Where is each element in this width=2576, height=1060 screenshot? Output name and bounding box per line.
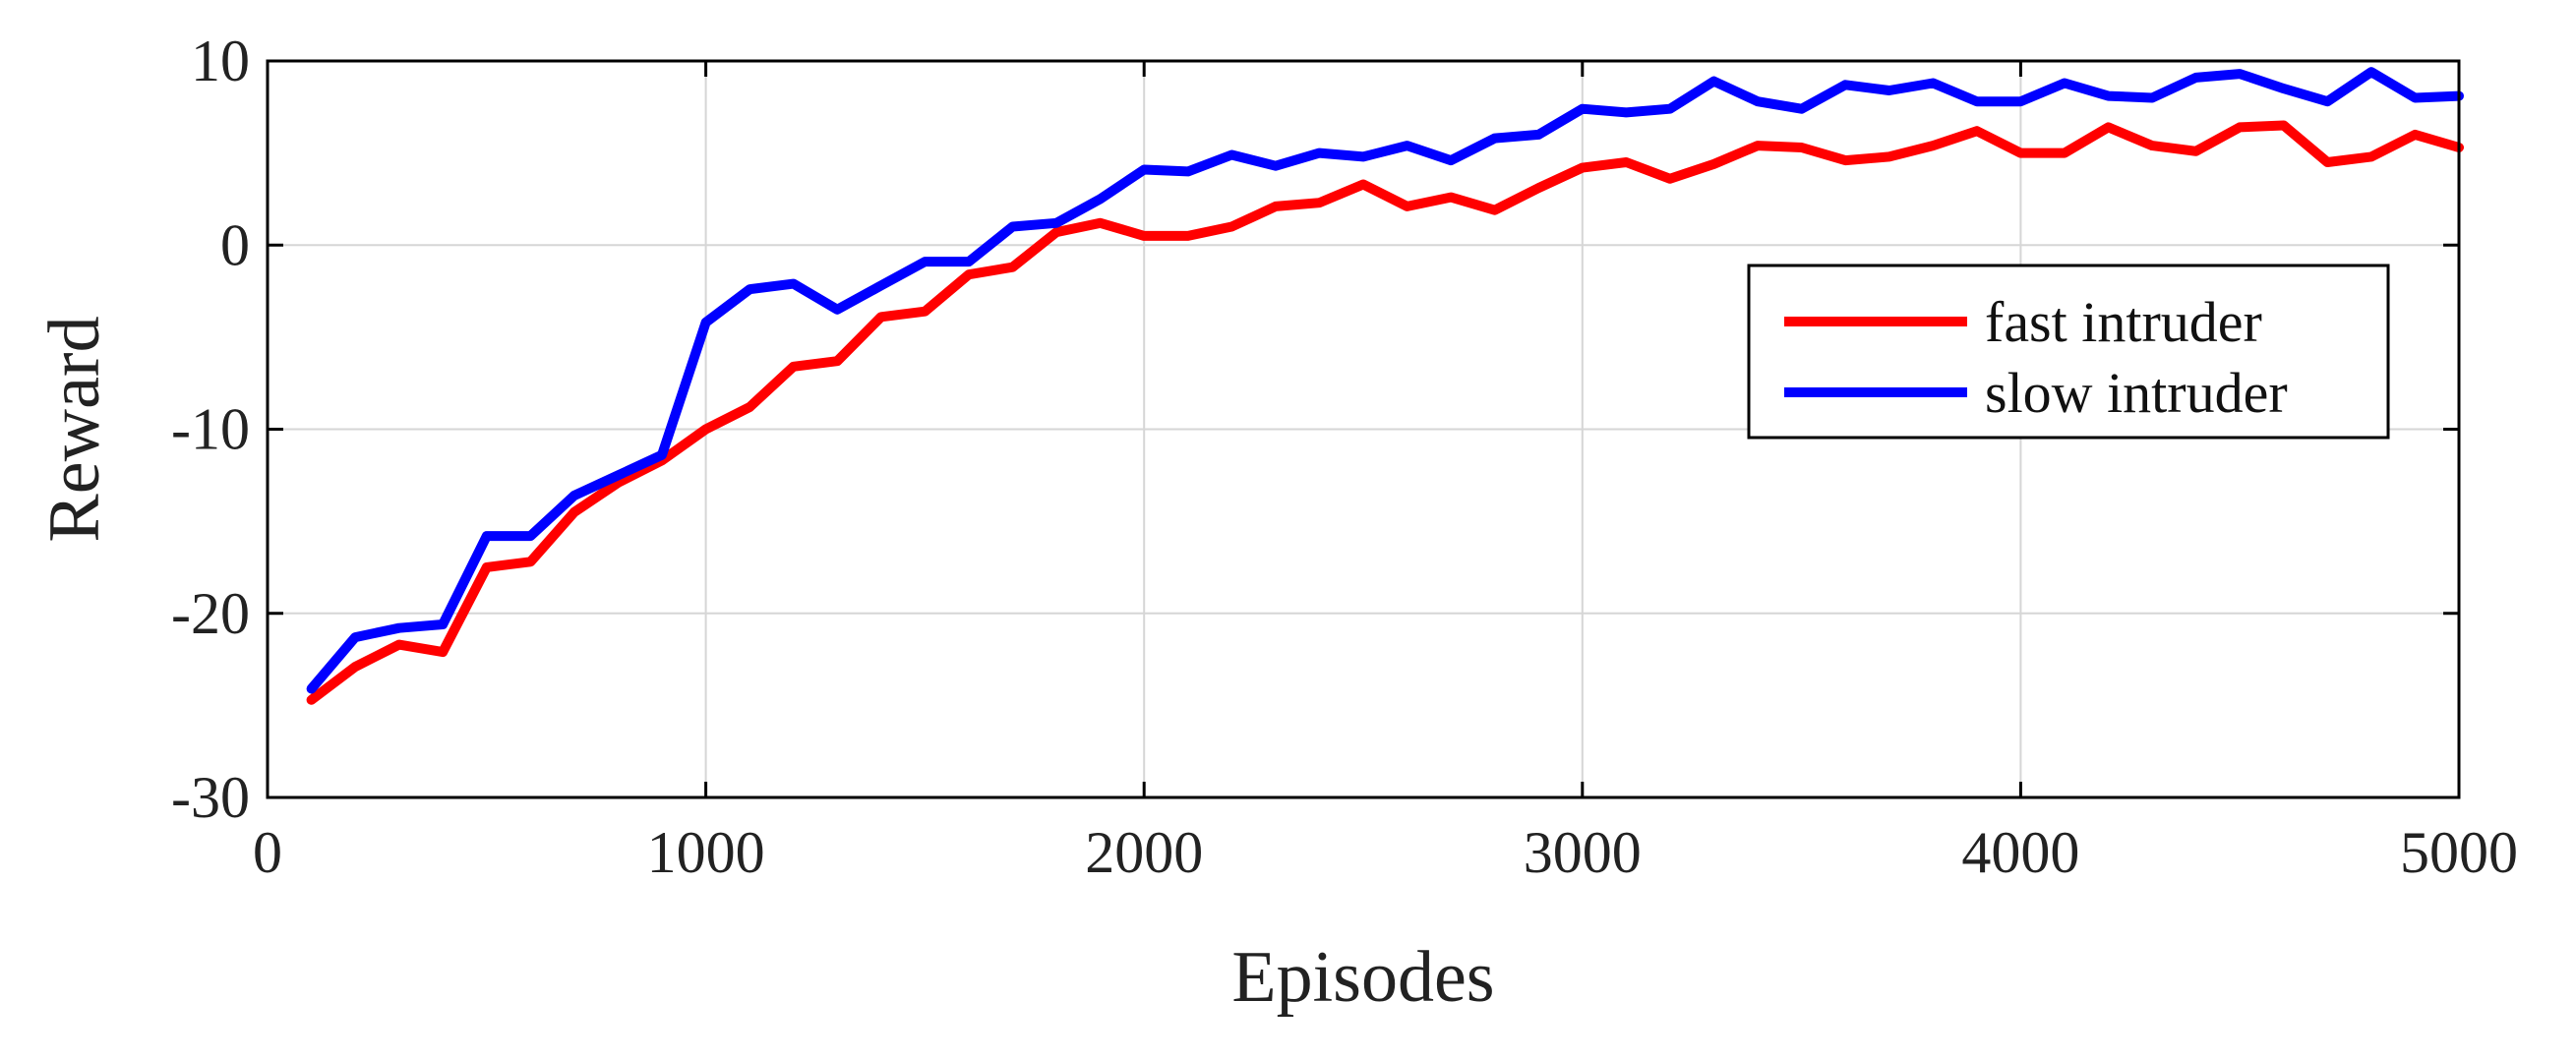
x-tick-label: 5000 — [2400, 820, 2518, 885]
legend-box — [1747, 264, 2390, 440]
x-axis-title: Episodes — [1231, 937, 1494, 1018]
x-tick-label: 4000 — [1961, 820, 2079, 885]
y-tick-label: 0 — [220, 212, 250, 277]
legend: fast intruder slow intruder — [1747, 264, 2390, 440]
y-axis-title: Reward — [34, 316, 115, 542]
x-tick-label: 3000 — [1524, 820, 1642, 885]
tick-marks — [266, 59, 2461, 799]
y-tick-label: -10 — [171, 397, 250, 462]
y-tick-label: -20 — [171, 581, 250, 646]
x-tick-label: 1000 — [647, 820, 765, 885]
series-line-slow-intruder — [306, 67, 2464, 694]
series-lines — [306, 67, 2464, 705]
series-line-fast-intruder — [306, 120, 2464, 705]
y-tick-label: -30 — [171, 765, 250, 830]
y-tick-labels: 10 0 -10 -20 -30 — [171, 29, 250, 830]
legend-label-fast-intruder: fast intruder — [1985, 290, 2262, 354]
x-tick-label: 2000 — [1085, 820, 1203, 885]
x-tick-labels: 0 1000 2000 3000 4000 5000 — [253, 820, 2518, 885]
legend-label-slow-intruder: slow intruder — [1985, 361, 2288, 425]
y-tick-label: 10 — [191, 29, 250, 93]
x-tick-label: 0 — [253, 820, 282, 885]
